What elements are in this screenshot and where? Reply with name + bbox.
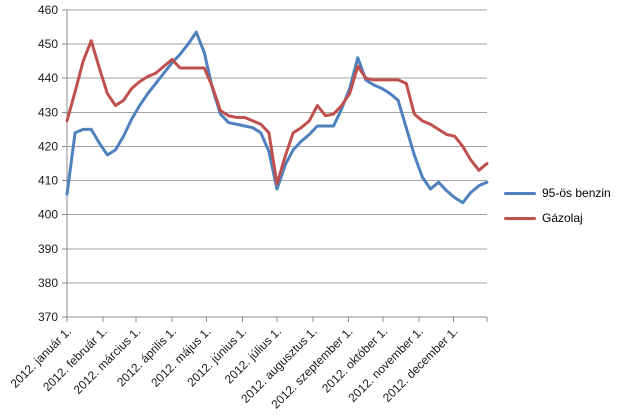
legend-item-gazolaj: Gázolaj <box>504 211 611 225</box>
legend-label-benzin: 95-ös benzin <box>542 186 611 200</box>
legend-item-95-benzin: 95-ös benzin <box>504 186 611 200</box>
series-line-95-os-benzin <box>65 30 489 205</box>
y-tick-label-390: 390 <box>38 242 58 256</box>
y-tick-label-420: 420 <box>38 139 58 153</box>
y-tick-label-430: 430 <box>38 105 58 119</box>
y-tick-label-400: 400 <box>38 208 58 222</box>
y-tick-label-440: 440 <box>38 71 58 85</box>
legend-line-swatch-benzin <box>504 191 536 195</box>
x-tick-label-1: 2012. január 1. <box>8 324 75 391</box>
y-tick-label-460: 460 <box>38 3 58 17</box>
y-tick-label-450: 450 <box>38 37 58 51</box>
y-tick-label-380: 380 <box>38 276 58 290</box>
series-line-gazolaj <box>65 39 489 186</box>
y-tick-label-370: 370 <box>38 310 58 324</box>
y-tick-label-410: 410 <box>38 174 58 188</box>
legend-label-gazolaj: Gázolaj <box>542 211 583 225</box>
legend-line-swatch-gazolaj <box>504 216 536 220</box>
legend: 95-ös benzin Gázolaj <box>504 186 611 225</box>
